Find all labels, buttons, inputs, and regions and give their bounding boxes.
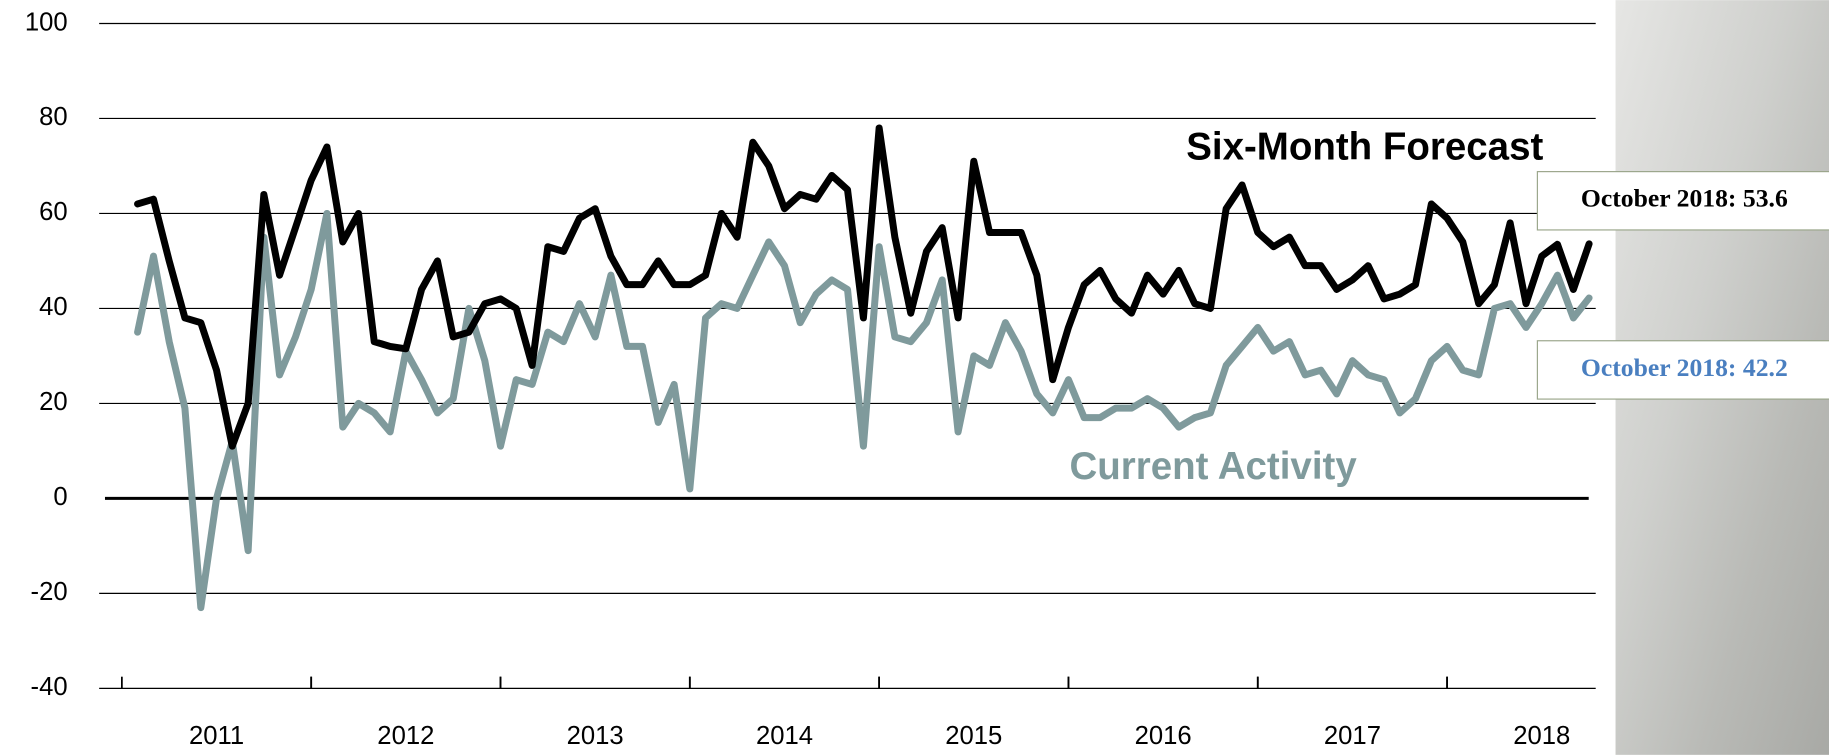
y-tick-label: 0 xyxy=(53,483,67,511)
x-tick-label: 2018 xyxy=(1513,722,1570,750)
page: -40 -20 0 20 40 60 80 100 2011 2012 2013 2014 2015 20… xyxy=(0,0,1829,755)
y-tick-label: 40 xyxy=(39,293,68,321)
x-tick-label: 2017 xyxy=(1324,722,1381,750)
y-tick-label: 100 xyxy=(25,8,68,36)
x-tick-label: 2015 xyxy=(945,722,1002,750)
callout-text: October 2018: 42.2 xyxy=(1581,353,1788,382)
series-label: Current Activity xyxy=(1069,445,1357,488)
series-line xyxy=(138,128,1590,446)
y-tick-label: -20 xyxy=(31,578,68,606)
series-label: Six-Month Forecast xyxy=(1186,126,1543,169)
plot-area: -40 -20 0 20 40 60 80 100 2011 2012 2013 2014 2015 20… xyxy=(25,8,1596,750)
x-tick-label: 2013 xyxy=(567,722,624,750)
x-tick-label: 2014 xyxy=(756,722,813,750)
x-tick-label: 2016 xyxy=(1135,722,1192,750)
y-tick-label: -40 xyxy=(31,673,68,701)
x-tick-label: 2011 xyxy=(189,722,244,750)
y-tick-label: 60 xyxy=(39,198,68,226)
callout-text: October 2018: 53.6 xyxy=(1581,184,1788,213)
y-tick-label: 20 xyxy=(39,388,68,416)
chart: -40 -20 0 20 40 60 80 100 2011 2012 2013 2014 2015 20… xyxy=(0,0,1829,755)
x-tick-label: 2012 xyxy=(377,722,434,750)
y-tick-label: 80 xyxy=(39,103,68,131)
